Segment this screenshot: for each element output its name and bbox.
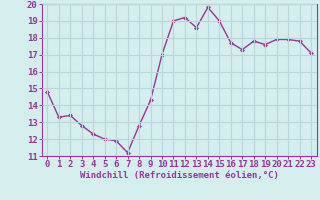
X-axis label: Windchill (Refroidissement éolien,°C): Windchill (Refroidissement éolien,°C): [80, 171, 279, 180]
